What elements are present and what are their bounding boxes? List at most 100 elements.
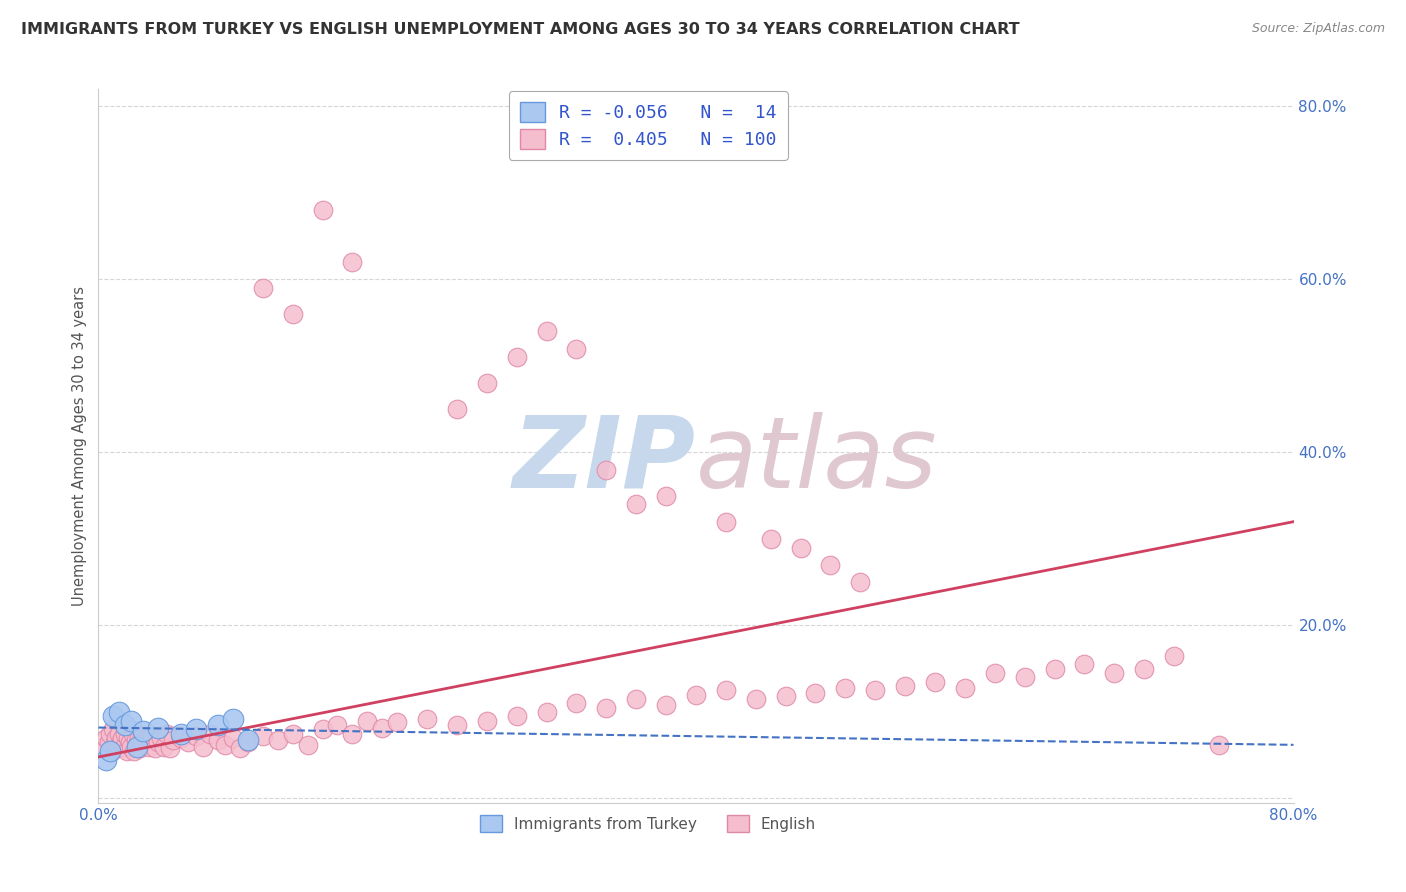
Point [1073,657,1095,672]
Point [475,376,498,391]
Text: IMMIGRANTS FROM TURKEY VS ENGLISH UNEMPLOYMENT AMONG AGES 30 TO 34 YEARS CORRELA: IMMIGRANTS FROM TURKEY VS ENGLISH UNEMPL… [21,22,1019,37]
Point [536,325,558,339]
Point [1163,648,1185,663]
Point [267,732,290,747]
Point [101,744,124,758]
Point [214,738,236,752]
Point [745,692,768,706]
Point [118,735,141,749]
Point [127,739,149,754]
Point [894,679,917,693]
Point [252,729,274,743]
Text: Source: ZipAtlas.com: Source: ZipAtlas.com [1251,22,1385,36]
Point [177,735,200,749]
Point [714,683,737,698]
Point [984,666,1007,681]
Point [141,729,163,743]
Point [207,732,229,747]
Point [115,744,138,758]
Point [200,726,222,740]
Point [222,712,245,726]
Point [111,731,134,745]
Point [184,723,207,737]
Point [371,721,394,735]
Point [655,489,678,503]
Point [536,705,558,719]
Point [626,497,648,511]
Text: ZIP: ZIP [513,412,696,508]
Point [229,741,252,756]
Point [475,714,498,728]
Point [416,712,439,726]
Point [91,739,114,754]
Point [135,732,157,747]
Y-axis label: Unemployment Among Ages 30 to 34 years: Unemployment Among Ages 30 to 34 years [72,286,87,606]
Point [236,735,259,749]
Point [252,281,274,295]
Point [124,744,146,758]
Point [94,753,117,767]
Point [865,683,887,698]
Point [104,735,127,749]
Point [148,735,170,749]
Point [108,726,131,740]
Point [1043,662,1066,676]
Text: atlas: atlas [696,412,938,508]
Point [714,515,737,529]
Point [108,705,131,719]
Point [114,718,136,732]
Point [162,732,184,747]
Point [98,744,122,758]
Point [595,463,617,477]
Point [125,732,148,747]
Point [626,692,648,706]
Point [207,718,229,732]
Point [655,698,678,712]
Point [236,732,259,747]
Point [565,342,588,356]
Point [311,203,333,218]
Point [565,696,588,710]
Point [356,714,378,728]
Point [385,715,409,730]
Point [105,731,128,745]
Point [311,723,333,737]
Legend: Immigrants from Turkey, English: Immigrants from Turkey, English [474,809,823,838]
Point [446,402,468,417]
Point [169,731,191,745]
Point [148,721,170,735]
Point [789,541,811,555]
Point [1208,738,1230,752]
Point [506,709,529,723]
Point [131,729,153,743]
Point [820,558,842,572]
Point [117,731,139,745]
Point [297,738,319,752]
Point [281,307,304,321]
Point [97,735,120,749]
Point [759,532,782,546]
Point [143,741,166,756]
Point [834,681,856,695]
Point [103,723,125,737]
Point [184,729,207,743]
Point [110,735,132,749]
Point [112,739,135,754]
Point [103,709,125,723]
Point [129,741,152,756]
Point [685,688,707,702]
Point [342,726,364,740]
Point [120,739,142,754]
Point [150,731,173,745]
Point [924,674,946,689]
Point [595,700,617,714]
Point [953,681,976,695]
Point [121,726,143,740]
Point [156,726,179,740]
Point [132,735,155,749]
Point [120,714,142,728]
Point [191,739,214,754]
Point [775,690,797,704]
Point [281,726,304,740]
Point [326,718,349,732]
